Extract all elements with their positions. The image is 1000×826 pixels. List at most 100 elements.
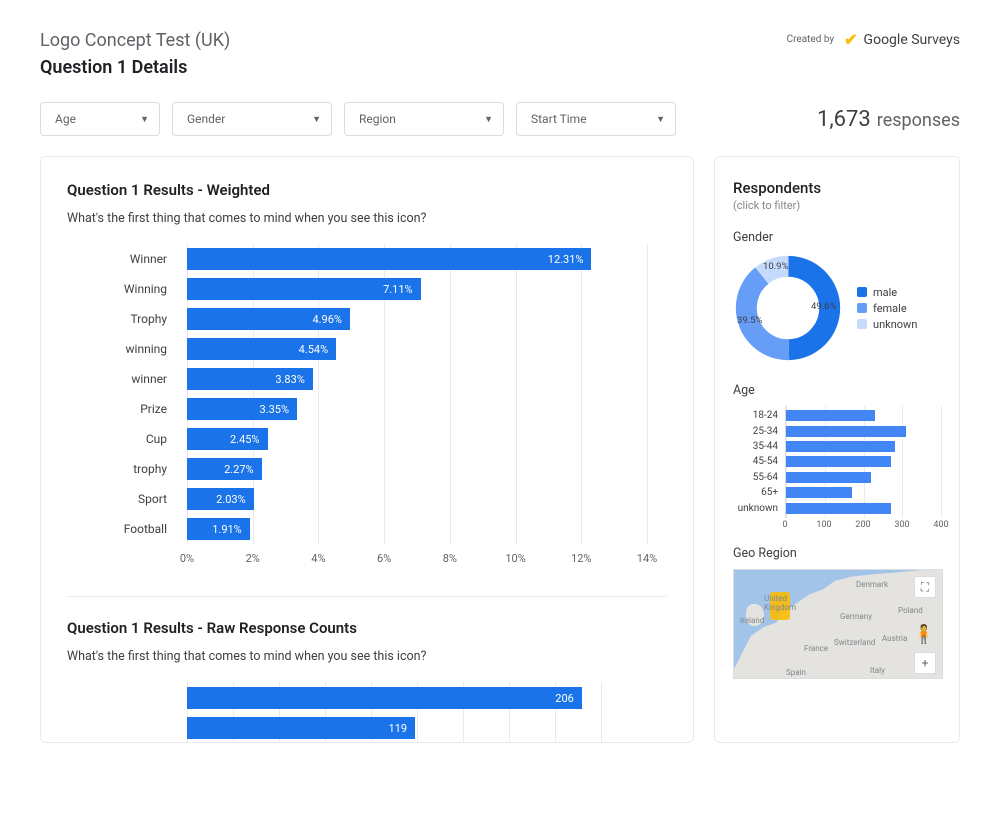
bar-row[interactable]: winning4.54% bbox=[187, 337, 647, 361]
age-bar-label: 65+ bbox=[734, 487, 782, 498]
legend-label: female bbox=[873, 302, 907, 315]
age-bar-row[interactable]: 55-64 bbox=[786, 471, 941, 484]
bar-row[interactable]: Sport2.03% bbox=[187, 487, 647, 511]
age-bar-row[interactable]: 35-44 bbox=[786, 440, 941, 453]
age-bar-label: 35-44 bbox=[734, 441, 782, 452]
raw-chart-title: Question 1 Results - Raw Response Counts bbox=[67, 619, 667, 637]
gender-legend: male female unknown bbox=[857, 283, 917, 334]
bar-row[interactable]: Cup2.45% bbox=[187, 427, 647, 451]
age-bar bbox=[786, 441, 895, 452]
age-bar bbox=[786, 410, 875, 421]
survey-title: Logo Concept Test (UK) bbox=[40, 30, 230, 51]
legend-swatch bbox=[857, 303, 867, 313]
bar: 206 bbox=[187, 687, 582, 709]
filter-gender[interactable]: Gender ▼ bbox=[172, 102, 332, 136]
xtick: 0 bbox=[782, 520, 787, 530]
bar-label: Trophy bbox=[67, 312, 177, 326]
filter-age[interactable]: Age ▼ bbox=[40, 102, 160, 136]
legend-swatch bbox=[857, 319, 867, 329]
age-bar bbox=[786, 456, 891, 467]
geo-map[interactable]: Ireland UnitedKingdom Denmark Poland Ger… bbox=[733, 569, 943, 679]
filter-gender-label: Gender bbox=[187, 112, 225, 126]
bar-row[interactable]: Prize3.35% bbox=[187, 397, 647, 421]
donut-slice-label: 10.9% bbox=[763, 261, 788, 272]
respondents-subtitle: (click to filter) bbox=[733, 199, 941, 212]
legend-label: male bbox=[873, 286, 897, 299]
legend-item[interactable]: unknown bbox=[857, 318, 917, 331]
chevron-down-icon: ▼ bbox=[312, 114, 321, 125]
bar-label: winning bbox=[67, 342, 177, 356]
weighted-bar-chart: Winner12.31%Winning7.11%Trophy4.96%winni… bbox=[67, 244, 667, 570]
bar-row[interactable]: Trophy4.96% bbox=[187, 307, 647, 331]
xtick: 6% bbox=[377, 552, 391, 565]
gender-donut-chart[interactable]: 49.6%39.5%10.9% bbox=[733, 253, 843, 363]
xtick: 100 bbox=[816, 520, 831, 530]
fullscreen-icon[interactable]: ⛶ bbox=[914, 576, 936, 598]
bar-label: Sport bbox=[67, 492, 177, 506]
age-bar-row[interactable]: 45-54 bbox=[786, 455, 941, 468]
chevron-down-icon: ▼ bbox=[484, 114, 493, 125]
xtick: 400 bbox=[933, 520, 948, 530]
weighted-chart-title: Question 1 Results - Weighted bbox=[67, 181, 667, 199]
bar-label: winner bbox=[67, 372, 177, 386]
chevron-down-icon: ▼ bbox=[656, 114, 665, 125]
age-bar bbox=[786, 472, 871, 483]
geo-label: Geo Region bbox=[733, 546, 941, 561]
zoom-in-icon[interactable]: + bbox=[914, 652, 936, 674]
created-by: Created by ✔ Google Surveys bbox=[787, 30, 960, 49]
xtick: 4% bbox=[311, 552, 325, 565]
age-bar-row[interactable]: 25-34 bbox=[786, 425, 941, 438]
xtick: 200 bbox=[855, 520, 870, 530]
bar: 2.27% bbox=[187, 458, 262, 480]
respondents-title: Respondents bbox=[733, 179, 941, 197]
raw-chart-subtitle: What's the first thing that comes to min… bbox=[67, 649, 667, 664]
age-bar-chart[interactable]: 18-24 25-34 35-44 45-54 55-64 65+ unknown 0 100… bbox=[733, 406, 941, 532]
filter-region-label: Region bbox=[359, 112, 396, 126]
bar: 2.03% bbox=[187, 488, 254, 510]
bar: 12.31% bbox=[187, 248, 591, 270]
bar-row[interactable]: winner3.83% bbox=[187, 367, 647, 391]
bar: 1.91% bbox=[187, 518, 250, 540]
filter-region[interactable]: Region ▼ bbox=[344, 102, 504, 136]
bar: 4.54% bbox=[187, 338, 336, 360]
bar-row[interactable]: Football1.91% bbox=[187, 517, 647, 541]
age-bar-label: 45-54 bbox=[734, 456, 782, 467]
response-count: 1,673 responses bbox=[817, 107, 960, 132]
xtick: 8% bbox=[443, 552, 457, 565]
xtick: 14% bbox=[637, 552, 657, 565]
age-bar-row[interactable]: unknown bbox=[786, 502, 941, 515]
age-bar-row[interactable]: 65+ bbox=[786, 486, 941, 499]
xtick: 0% bbox=[180, 552, 194, 565]
xtick: 12% bbox=[571, 552, 591, 565]
legend-label: unknown bbox=[873, 318, 917, 331]
age-label: Age bbox=[733, 383, 941, 398]
bar-label: Winning bbox=[67, 282, 177, 296]
bar: 3.35% bbox=[187, 398, 297, 420]
chevron-down-icon: ▼ bbox=[140, 114, 149, 125]
age-bar bbox=[786, 426, 906, 437]
bar-row[interactable]: Winner206 bbox=[187, 686, 647, 710]
pegman-icon[interactable]: 🧍 bbox=[913, 624, 935, 645]
bar-label: Winner bbox=[67, 252, 177, 266]
weighted-chart-subtitle: What's the first thing that comes to min… bbox=[67, 211, 667, 226]
filter-start-time[interactable]: Start Time ▼ bbox=[516, 102, 676, 136]
bar-label: Football bbox=[67, 522, 177, 536]
bar-row[interactable]: Winner12.31% bbox=[187, 247, 647, 271]
bar: 119 bbox=[187, 717, 415, 739]
legend-item[interactable]: female bbox=[857, 302, 917, 315]
divider bbox=[67, 596, 667, 597]
check-icon: ✔ bbox=[844, 30, 857, 49]
xtick: 10% bbox=[505, 552, 525, 565]
bar: 2.45% bbox=[187, 428, 268, 450]
filter-start-time-label: Start Time bbox=[531, 112, 587, 126]
age-bar bbox=[786, 487, 852, 498]
bar-row[interactable]: Winning119 bbox=[187, 716, 647, 740]
bar-row[interactable]: trophy2.27% bbox=[187, 457, 647, 481]
age-bar-row[interactable]: 18-24 bbox=[786, 409, 941, 422]
bar: 7.11% bbox=[187, 278, 421, 300]
bar-row[interactable]: Winning7.11% bbox=[187, 277, 647, 301]
page-title: Question 1 Details bbox=[40, 57, 230, 78]
legend-item[interactable]: male bbox=[857, 286, 917, 299]
filter-age-label: Age bbox=[55, 112, 76, 126]
product-name: Google Surveys bbox=[864, 32, 960, 48]
